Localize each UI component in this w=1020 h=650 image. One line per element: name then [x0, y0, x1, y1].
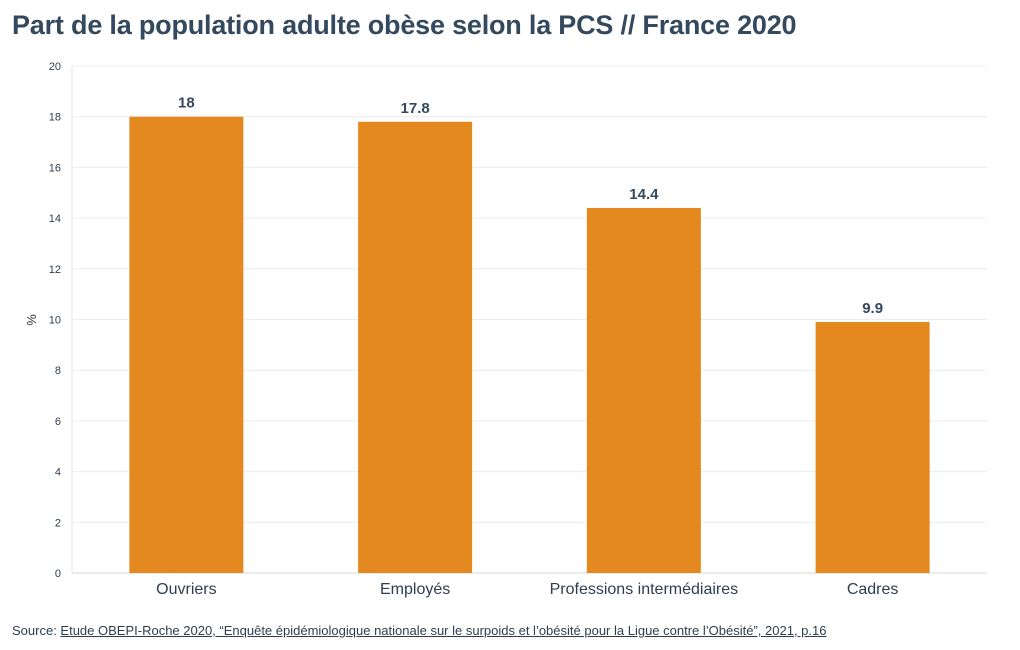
- y-tick-label: 18: [49, 112, 61, 124]
- bar: [586, 207, 701, 573]
- source-note: Source: Etude OBEPI-Roche 2020, “Enquête…: [12, 623, 826, 638]
- y-tick-label: 10: [49, 315, 61, 327]
- y-tick-label: 8: [55, 365, 61, 377]
- source-prefix: Source:: [12, 623, 61, 638]
- y-axis-title: %: [24, 314, 39, 326]
- y-tick-label: 2: [55, 517, 61, 529]
- x-category-label: Ouvriers: [156, 581, 216, 598]
- source-link[interactable]: Etude OBEPI-Roche 2020, “Enquête épidémi…: [60, 623, 827, 638]
- bar: [358, 121, 473, 574]
- x-category-label: Cadres: [847, 581, 899, 598]
- y-tick-label: 14: [49, 213, 61, 225]
- x-category-label: Employés: [380, 581, 450, 598]
- y-tick-label: 16: [49, 162, 61, 174]
- x-category-label: Professions intermédiaires: [550, 581, 739, 598]
- y-axis-ticks: 0 2 4 6 8 10 12 14 16 18 20: [49, 61, 61, 580]
- y-tick-label: 6: [55, 416, 61, 428]
- data-label: 18: [178, 95, 195, 112]
- data-label: 9.9: [862, 300, 883, 317]
- x-axis-categories: Ouvriers Employés Professions intermédiair…: [156, 581, 898, 598]
- y-tick-label: 0: [55, 568, 61, 580]
- data-label: 17.8: [401, 100, 430, 117]
- data-labels: 18 17.8 14.4 9.9: [178, 95, 883, 317]
- bar-chart: 0 2 4 6 8 10 12 14 16 18 20 18 17.8 14.4 9.9 Ouvriers…: [24, 61, 987, 598]
- y-tick-label: 12: [49, 264, 61, 276]
- chart-title: Part de la population adulte obèse selon…: [12, 10, 797, 40]
- bars: [129, 116, 930, 574]
- bar: [815, 322, 930, 573]
- y-tick-label: 4: [55, 467, 61, 479]
- data-label: 14.4: [629, 186, 659, 203]
- y-tick-label: 20: [49, 61, 61, 73]
- bar: [129, 116, 244, 573]
